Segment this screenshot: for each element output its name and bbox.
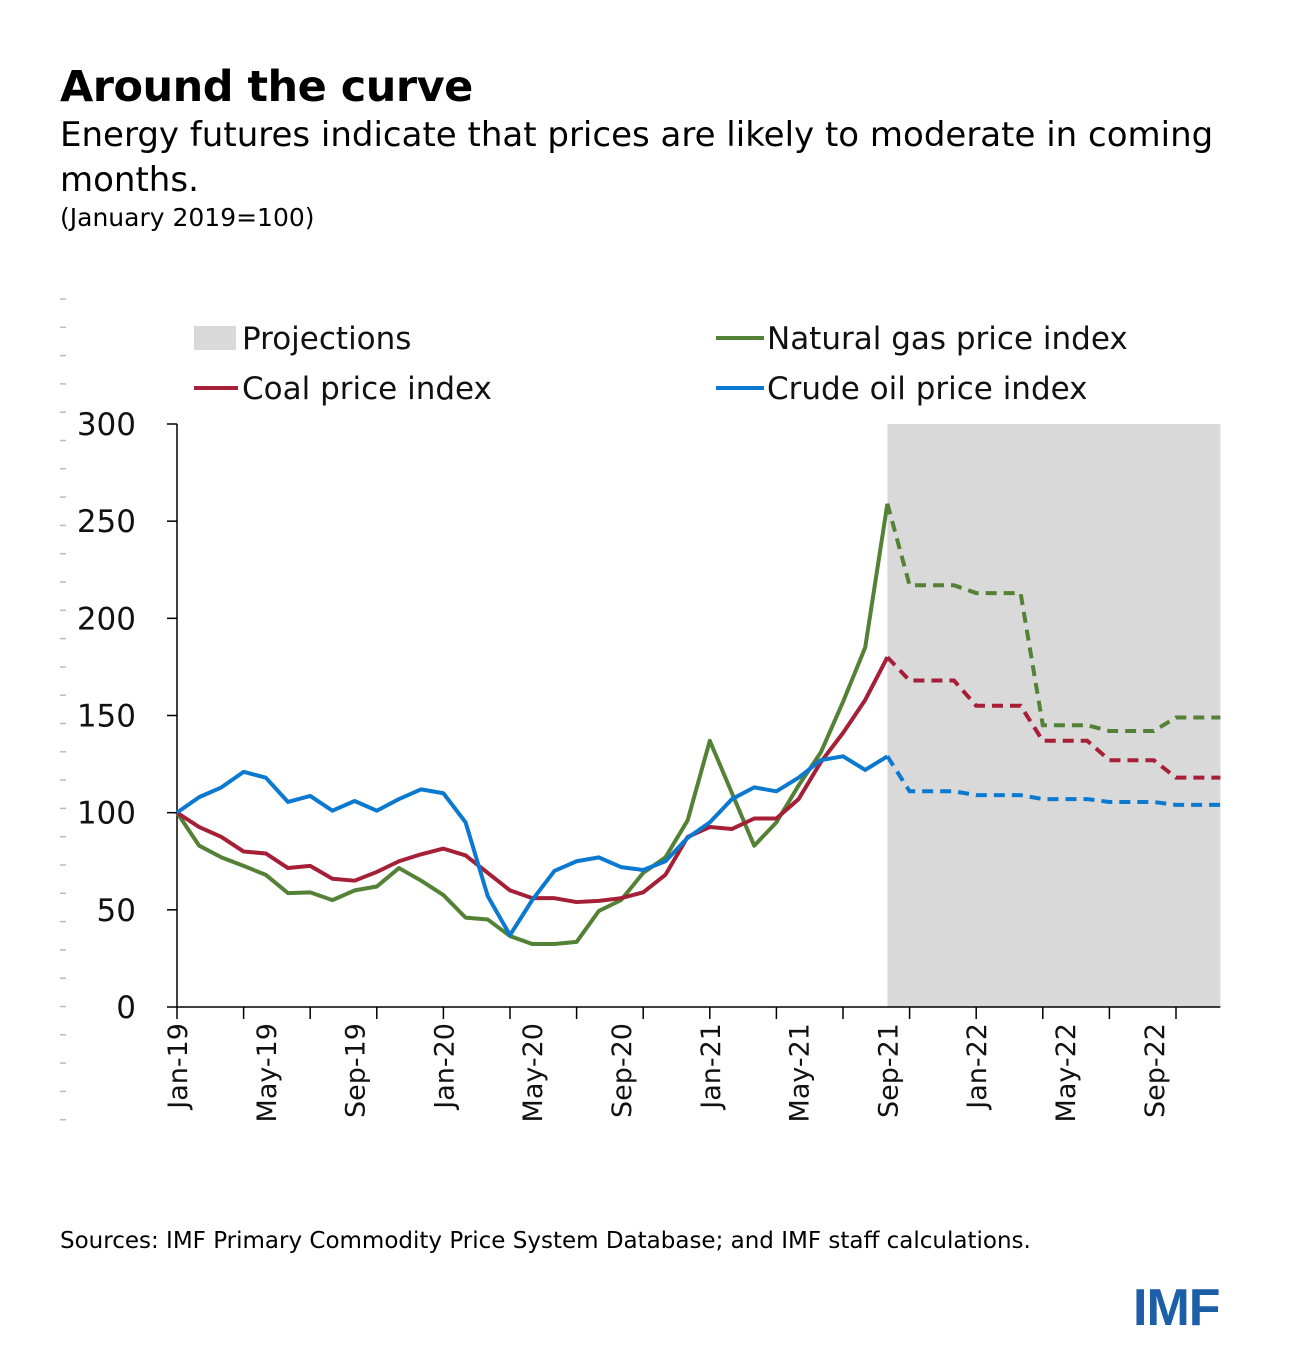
x-tick-label: May-20 [518,1023,549,1122]
x-tick-label: Jan-20 [429,1023,460,1111]
chart-title: Around the curve [60,62,473,112]
legend-label-crude-oil: Crude oil price index [767,371,1088,407]
y-tick-label: 200 [77,601,136,637]
projection-shading [887,424,1221,1007]
y-tick-label: 0 [116,990,136,1026]
series-line-coal [175,656,890,905]
legend-label-natural-gas: Natural gas price index [767,321,1128,357]
series-line-natural-gas [175,503,890,947]
y-tick-label: 250 [77,504,136,540]
imf-logo: IMF [1133,1279,1221,1337]
x-tick-label: Sep-22 [1140,1023,1171,1118]
x-tick-label: Sep-19 [341,1023,372,1118]
x-tick-label: Sep-20 [607,1023,638,1118]
y-tick-label: 50 [97,893,136,929]
chart-subtitle: Energy futures indicate that prices are … [60,115,1214,200]
sources-note: Sources: IMF Primary Commodity Price Sys… [60,1228,1031,1254]
x-tick-label: Jan-22 [962,1023,993,1111]
y-tick-label: 300 [77,407,136,443]
x-tick-label: Jan-21 [696,1023,727,1111]
series-line-crude-oil [175,754,889,938]
x-tick-label: May-19 [252,1023,283,1122]
series-projection-line-crude-oil [885,755,1221,807]
legend-label-coal: Coal price index [242,371,492,407]
y-tick-label: 150 [77,699,136,735]
chart-unit: (January 2019=100) [60,203,315,232]
legend-label-projections: Projections [242,321,411,357]
y-tick-label: 100 [77,796,136,832]
x-tick-label: May-22 [1051,1023,1082,1122]
legend-swatch-projections [194,326,236,350]
x-tick-label: Jan-19 [163,1023,194,1111]
series-projection-line-coal [885,655,1221,780]
x-tick-label: Sep-21 [873,1023,904,1118]
series-projection-line-natural-gas [885,503,1221,734]
x-tick-label: May-21 [785,1023,816,1122]
